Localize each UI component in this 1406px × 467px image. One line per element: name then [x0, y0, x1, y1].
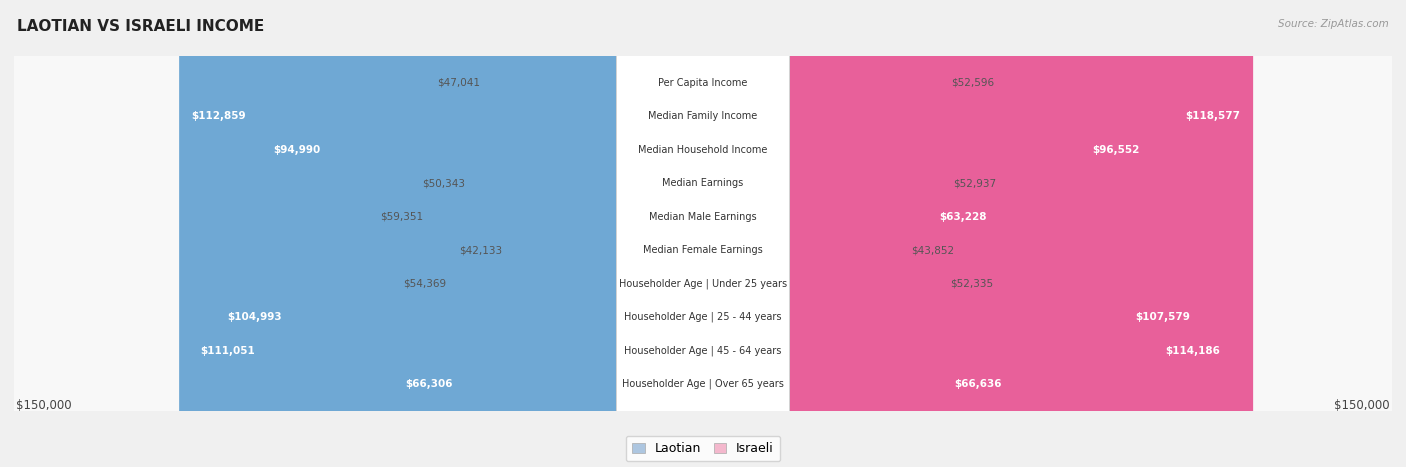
Text: $150,000: $150,000 [1334, 399, 1389, 412]
FancyBboxPatch shape [617, 0, 789, 467]
FancyBboxPatch shape [13, 0, 1393, 467]
FancyBboxPatch shape [617, 0, 789, 467]
FancyBboxPatch shape [13, 0, 1393, 467]
FancyBboxPatch shape [780, 0, 998, 467]
FancyBboxPatch shape [780, 0, 949, 467]
FancyBboxPatch shape [447, 0, 626, 467]
FancyBboxPatch shape [617, 0, 789, 467]
FancyBboxPatch shape [780, 0, 1015, 467]
Text: $114,186: $114,186 [1166, 346, 1220, 356]
FancyBboxPatch shape [13, 0, 1393, 467]
FancyBboxPatch shape [179, 0, 626, 467]
Text: $111,051: $111,051 [200, 346, 254, 356]
Text: $54,369: $54,369 [404, 279, 446, 289]
FancyBboxPatch shape [13, 0, 1393, 467]
FancyBboxPatch shape [215, 0, 626, 467]
FancyBboxPatch shape [617, 0, 789, 467]
FancyBboxPatch shape [425, 0, 626, 467]
Text: Median Household Income: Median Household Income [638, 145, 768, 155]
FancyBboxPatch shape [13, 0, 1393, 467]
FancyBboxPatch shape [617, 0, 789, 467]
FancyBboxPatch shape [780, 0, 1253, 467]
FancyBboxPatch shape [503, 0, 626, 467]
Text: $50,343: $50,343 [422, 178, 465, 188]
FancyBboxPatch shape [617, 0, 789, 467]
Text: $52,335: $52,335 [950, 279, 994, 289]
FancyBboxPatch shape [13, 0, 1393, 467]
Text: Per Capita Income: Per Capita Income [658, 78, 748, 88]
Text: $59,351: $59,351 [381, 212, 423, 222]
Text: $94,990: $94,990 [274, 145, 321, 155]
Text: Median Female Earnings: Median Female Earnings [643, 245, 763, 255]
Text: $63,228: $63,228 [939, 212, 987, 222]
FancyBboxPatch shape [780, 0, 1233, 467]
FancyBboxPatch shape [780, 0, 952, 467]
Text: $43,852: $43,852 [911, 245, 955, 255]
Text: $118,577: $118,577 [1185, 111, 1240, 121]
Text: $150,000: $150,000 [17, 399, 72, 412]
FancyBboxPatch shape [617, 0, 789, 467]
FancyBboxPatch shape [392, 0, 626, 467]
Text: Source: ZipAtlas.com: Source: ZipAtlas.com [1278, 19, 1389, 28]
FancyBboxPatch shape [13, 0, 1393, 467]
FancyBboxPatch shape [262, 0, 626, 467]
Text: $96,552: $96,552 [1092, 145, 1140, 155]
FancyBboxPatch shape [13, 0, 1393, 467]
Text: $66,636: $66,636 [955, 379, 1002, 389]
FancyBboxPatch shape [481, 0, 626, 467]
FancyBboxPatch shape [780, 0, 1202, 467]
FancyBboxPatch shape [467, 0, 626, 467]
FancyBboxPatch shape [13, 0, 1393, 467]
FancyBboxPatch shape [617, 0, 789, 467]
Text: Householder Age | 25 - 44 years: Householder Age | 25 - 44 years [624, 312, 782, 322]
Text: $52,596: $52,596 [952, 78, 994, 88]
FancyBboxPatch shape [780, 0, 950, 467]
Text: $42,133: $42,133 [460, 245, 502, 255]
Text: $104,993: $104,993 [228, 312, 283, 322]
FancyBboxPatch shape [617, 0, 789, 467]
Text: $52,937: $52,937 [953, 178, 995, 188]
FancyBboxPatch shape [187, 0, 626, 467]
Text: Householder Age | Under 25 years: Householder Age | Under 25 years [619, 278, 787, 289]
Text: Householder Age | 45 - 64 years: Householder Age | 45 - 64 years [624, 346, 782, 356]
Text: $47,041: $47,041 [437, 78, 479, 88]
FancyBboxPatch shape [617, 0, 789, 467]
Text: LAOTIAN VS ISRAELI INCOME: LAOTIAN VS ISRAELI INCOME [17, 19, 264, 34]
Text: Householder Age | Over 65 years: Householder Age | Over 65 years [621, 379, 785, 389]
Text: Median Male Earnings: Median Male Earnings [650, 212, 756, 222]
FancyBboxPatch shape [780, 0, 1152, 467]
Text: Median Family Income: Median Family Income [648, 111, 758, 121]
Text: $112,859: $112,859 [191, 111, 246, 121]
Legend: Laotian, Israeli: Laotian, Israeli [626, 436, 780, 461]
FancyBboxPatch shape [780, 0, 910, 467]
Text: $107,579: $107,579 [1135, 312, 1191, 322]
Text: $66,306: $66,306 [405, 379, 453, 389]
FancyBboxPatch shape [13, 0, 1393, 467]
Text: Median Earnings: Median Earnings [662, 178, 744, 188]
